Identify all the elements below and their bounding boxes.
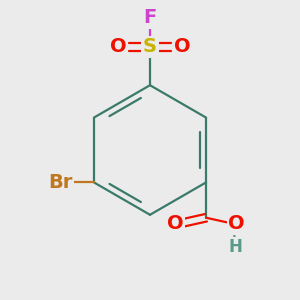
Text: F: F — [143, 8, 157, 27]
Text: O: O — [228, 214, 245, 233]
Text: O: O — [110, 38, 126, 56]
Text: Br: Br — [48, 173, 73, 192]
Text: O: O — [174, 38, 190, 56]
Text: H: H — [229, 238, 242, 256]
Text: O: O — [167, 214, 184, 233]
Text: S: S — [143, 38, 157, 56]
